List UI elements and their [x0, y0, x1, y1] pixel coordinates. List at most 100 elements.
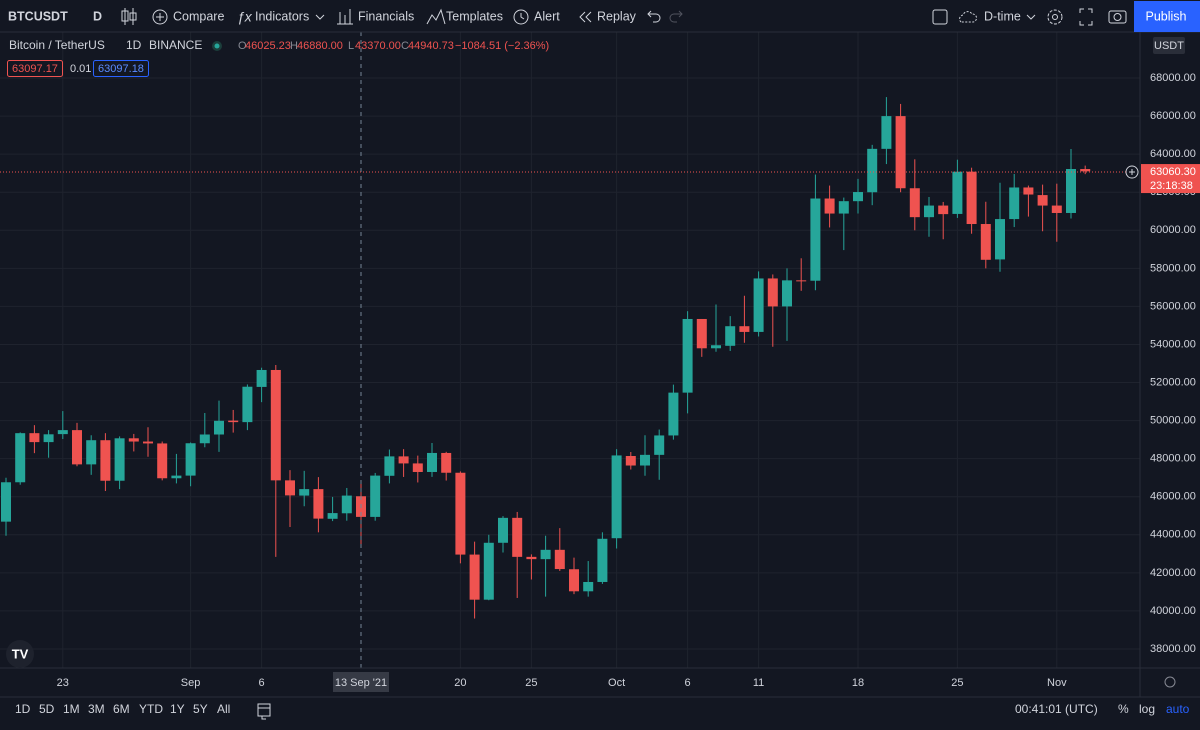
- ohlc-value: 43370.00: [355, 40, 401, 52]
- candle-body: [242, 386, 253, 423]
- layout-name[interactable]: D-time: [984, 9, 1021, 23]
- candle-body: [583, 581, 594, 592]
- candle-body: [270, 369, 281, 481]
- candle-body: [569, 569, 579, 592]
- financials-icon[interactable]: [337, 9, 353, 25]
- ohlc-key: H: [290, 40, 298, 52]
- candle-body: [72, 430, 82, 465]
- templates[interactable]: Templates: [446, 9, 503, 23]
- candle-body: [313, 489, 324, 519]
- chart-type-icon[interactable]: [121, 8, 137, 25]
- ask[interactable]: 63097.18: [98, 63, 144, 75]
- date-range-icon[interactable]: [257, 703, 271, 720]
- logo-bg: [6, 640, 34, 668]
- redo[interactable]: [669, 10, 683, 23]
- bid[interactable]: 63097.17: [12, 63, 58, 75]
- x-tick-label: 18: [852, 677, 864, 689]
- candle-body: [711, 345, 721, 349]
- undo[interactable]: [647, 10, 661, 23]
- candle-body: [299, 489, 310, 496]
- publish[interactable]: Publish: [1146, 9, 1187, 23]
- compare-icon[interactable]: [152, 9, 168, 25]
- candle-body: [370, 475, 381, 517]
- ohlc-value: 44940.73: [408, 40, 454, 52]
- alert-icon[interactable]: [513, 9, 529, 25]
- range-button[interactable]: 3M: [88, 702, 105, 716]
- range-button[interactable]: 1D: [15, 702, 31, 716]
- publish-button[interactable]: [1134, 1, 1200, 32]
- candle-body: [43, 434, 54, 443]
- clock[interactable]: 00:41:01 (UTC): [1015, 702, 1098, 716]
- cloud-icon[interactable]: [959, 11, 977, 23]
- y-tick-label: 40000.00: [1150, 605, 1196, 617]
- indicators-icon[interactable]: ƒx: [237, 9, 253, 25]
- log-toggle[interactable]: log: [1139, 702, 1155, 716]
- candle-body: [995, 219, 1005, 260]
- bid-box[interactable]: [7, 60, 63, 77]
- candle-body: [838, 201, 849, 214]
- candle-body: [924, 205, 934, 218]
- replay[interactable]: Replay: [597, 9, 637, 23]
- candle-body: [214, 420, 224, 435]
- candle-body: [398, 456, 409, 464]
- candle-body: [1009, 187, 1020, 220]
- axes: 38000.00 40000.00 42000.00 44000.00 46000.00…: [57, 37, 1200, 692]
- candle-body: [143, 441, 153, 444]
- candle-body: [611, 455, 622, 539]
- range-button[interactable]: 5D: [39, 702, 55, 716]
- compare[interactable]: Compare: [173, 9, 224, 23]
- bottom-bar: 00:41:01 (UTC) % log auto 1D 5D 1M 3M 6M YTD 1…: [15, 702, 1190, 720]
- ask-box[interactable]: [93, 60, 149, 77]
- x-tick-label: 25: [525, 677, 537, 689]
- candle-body: [739, 326, 750, 332]
- candle-body: [526, 556, 537, 560]
- range-button[interactable]: 5Y: [193, 702, 208, 716]
- range-button[interactable]: All: [217, 702, 230, 716]
- countdown: 23:18:38: [1150, 180, 1193, 192]
- candle-body: [285, 480, 295, 496]
- settings-core: [1052, 14, 1058, 20]
- auto-toggle[interactable]: auto: [1166, 702, 1190, 716]
- alert[interactable]: Alert: [534, 9, 560, 23]
- settings-icon[interactable]: [1047, 9, 1063, 25]
- indicators[interactable]: Indicators: [255, 9, 309, 23]
- candle-body: [199, 434, 210, 444]
- axis-settings[interactable]: [1164, 676, 1176, 688]
- candle-body: [625, 456, 636, 466]
- candle-body: [469, 554, 480, 600]
- compare-plus: [156, 13, 164, 21]
- candle-body: [881, 116, 892, 149]
- x-tick-label: 6: [259, 677, 265, 689]
- candle-body: [597, 538, 608, 582]
- logo: TV: [12, 646, 29, 661]
- indicators-dropdown[interactable]: [315, 14, 325, 20]
- snapshot-icon[interactable]: [1108, 10, 1127, 24]
- candle-body: [29, 433, 40, 443]
- candle-body: [682, 318, 693, 393]
- candle-body: [114, 438, 125, 481]
- percent-toggle[interactable]: %: [1118, 702, 1129, 716]
- range-button[interactable]: YTD: [139, 702, 163, 716]
- layout-dropdown[interactable]: [1026, 14, 1036, 20]
- symbol[interactable]: BTCUSDT: [8, 9, 68, 23]
- replay-icon[interactable]: [579, 11, 592, 23]
- templates-icon[interactable]: [426, 8, 446, 25]
- candle-body: [341, 495, 352, 514]
- layout-icon[interactable]: [932, 9, 948, 25]
- range-button[interactable]: 1M: [63, 702, 80, 716]
- range-button[interactable]: 6M: [113, 702, 130, 716]
- x-tick-label: 11: [753, 677, 764, 689]
- fullscreen-icon[interactable]: [1079, 8, 1093, 26]
- crosshair-label: 13 Sep '21: [335, 677, 387, 689]
- interval[interactable]: D: [93, 9, 102, 23]
- candle-body: [554, 549, 565, 570]
- financials[interactable]: Financials: [358, 9, 414, 23]
- x-tick-label: 23: [57, 677, 69, 689]
- candle-body: [256, 369, 267, 387]
- ohlc-value: 46880.00: [297, 40, 343, 52]
- candle-body: [15, 433, 26, 483]
- range-button[interactable]: 1Y: [170, 702, 185, 716]
